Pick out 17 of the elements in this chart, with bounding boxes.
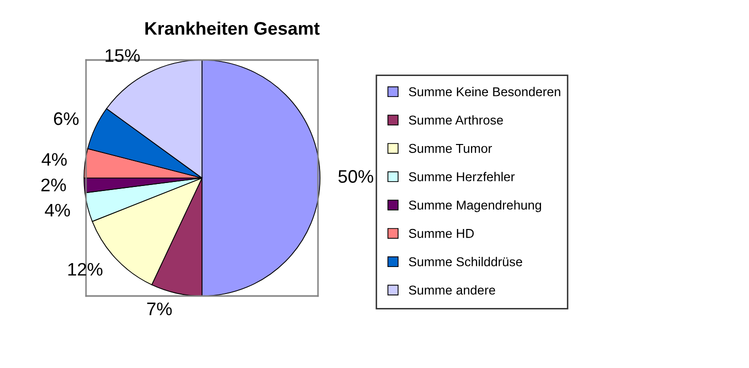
legend-label: Summe Arthrose [408, 115, 503, 125]
data-label: 4% [42, 153, 67, 166]
legend-label: Summe andere [408, 285, 496, 295]
legend-label: Summe Herzfehler [408, 172, 515, 182]
data-label: 50% [338, 170, 374, 183]
data-label: 4% [44, 204, 70, 217]
legend-label: Summe Schilddrüse [408, 256, 522, 266]
legend-label: Summe HD [408, 228, 474, 238]
chart-title: Krankheiten Gesamt [145, 22, 320, 35]
data-label: 12% [68, 262, 102, 276]
legend-label: Summe Keine Besonderen [408, 86, 560, 96]
data-label: 2% [41, 178, 66, 192]
data-label: 15% [106, 49, 140, 62]
data-label: 7% [147, 302, 172, 316]
legend-label: Summe Tumor [408, 144, 492, 153]
data-label: 6% [54, 112, 79, 126]
legend-label: Summe Magendrehung [408, 200, 542, 212]
